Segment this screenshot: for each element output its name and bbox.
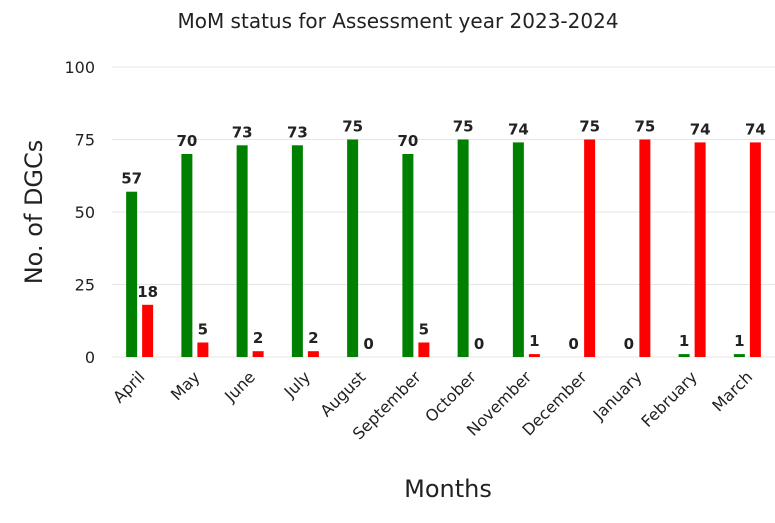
data-label-green-june: 73: [232, 123, 253, 141]
data-label-red-march: 74: [745, 120, 766, 138]
data-label-red-april: 18: [137, 283, 158, 301]
bar-green-march: [733, 354, 745, 357]
data-label-red-july: 2: [308, 329, 318, 347]
data-label-green-november: 74: [508, 120, 529, 138]
y-tick-label: 0: [85, 348, 95, 367]
data-labels: 57 18 70 5 73 2 73 2 75 0 70 5 75 0 74 1 0 75 0 75 1 74 1 74: [121, 118, 766, 354]
data-label-red-february: 74: [690, 120, 711, 138]
y-tick-label: 100: [64, 58, 95, 77]
bar-green-june: [236, 145, 248, 357]
bar-green-april: [126, 191, 138, 357]
x-tick-label: March: [708, 367, 756, 415]
bar-red-march: [749, 142, 761, 357]
bar-green-august: [347, 139, 359, 357]
y-axis-ticks: 0 25 50 75 100: [64, 58, 95, 367]
x-tick-label: January: [589, 367, 646, 424]
data-label-green-july: 73: [287, 123, 308, 141]
grid-lines: [112, 66, 775, 358]
bar-red-may: [197, 342, 209, 357]
x-tick-label: February: [637, 367, 701, 431]
bar-green-may: [181, 154, 193, 357]
data-label-green-september: 70: [397, 132, 418, 150]
bar-green-october: [457, 139, 469, 357]
x-tick-label: July: [280, 367, 314, 401]
x-tick-label: August: [316, 367, 369, 420]
x-tick-label: May: [167, 367, 204, 404]
bar-green-february: [678, 354, 690, 357]
data-label-red-december: 75: [579, 118, 600, 136]
y-axis-label: No. of DGCs: [20, 140, 48, 285]
y-tick-label: 25: [75, 276, 95, 295]
bar-red-january: [639, 139, 651, 357]
bar-red-april: [142, 304, 154, 357]
data-label-green-march: 1: [734, 332, 744, 350]
data-label-green-january: 0: [624, 335, 634, 353]
bar-green-july: [291, 145, 303, 357]
data-label-red-may: 5: [198, 321, 208, 339]
data-label-red-june: 2: [253, 329, 263, 347]
bar-green-september: [402, 154, 414, 357]
data-label-red-november: 1: [529, 332, 539, 350]
x-axis-label: Months: [404, 475, 492, 503]
y-tick-label: 50: [75, 203, 95, 222]
data-label-red-january: 75: [634, 118, 655, 136]
bar-red-november: [528, 354, 540, 357]
y-tick-label: 75: [75, 131, 95, 150]
data-label-green-april: 57: [121, 170, 142, 188]
x-tick-label: April: [109, 367, 148, 406]
bar-green-november: [512, 142, 524, 357]
bar-red-september: [418, 342, 430, 357]
data-label-red-october: 0: [474, 335, 484, 353]
data-label-green-august: 75: [342, 118, 363, 136]
bars: [126, 139, 761, 357]
chart-title: MoM status for Assessment year 2023-2024: [177, 9, 618, 33]
bar-red-december: [584, 139, 596, 357]
data-label-green-february: 1: [679, 332, 689, 350]
bar-red-july: [307, 351, 319, 357]
data-label-red-august: 0: [363, 335, 373, 353]
data-label-red-september: 5: [419, 321, 429, 339]
x-axis-ticks: April May June July AugustSeptemberOctoberNo…: [109, 367, 756, 443]
x-tick-label: June: [220, 367, 259, 406]
bar-red-june: [252, 351, 264, 357]
bar-red-february: [694, 142, 706, 357]
data-label-green-may: 70: [176, 132, 197, 150]
data-label-green-december: 0: [568, 335, 578, 353]
data-label-green-october: 75: [453, 118, 474, 136]
